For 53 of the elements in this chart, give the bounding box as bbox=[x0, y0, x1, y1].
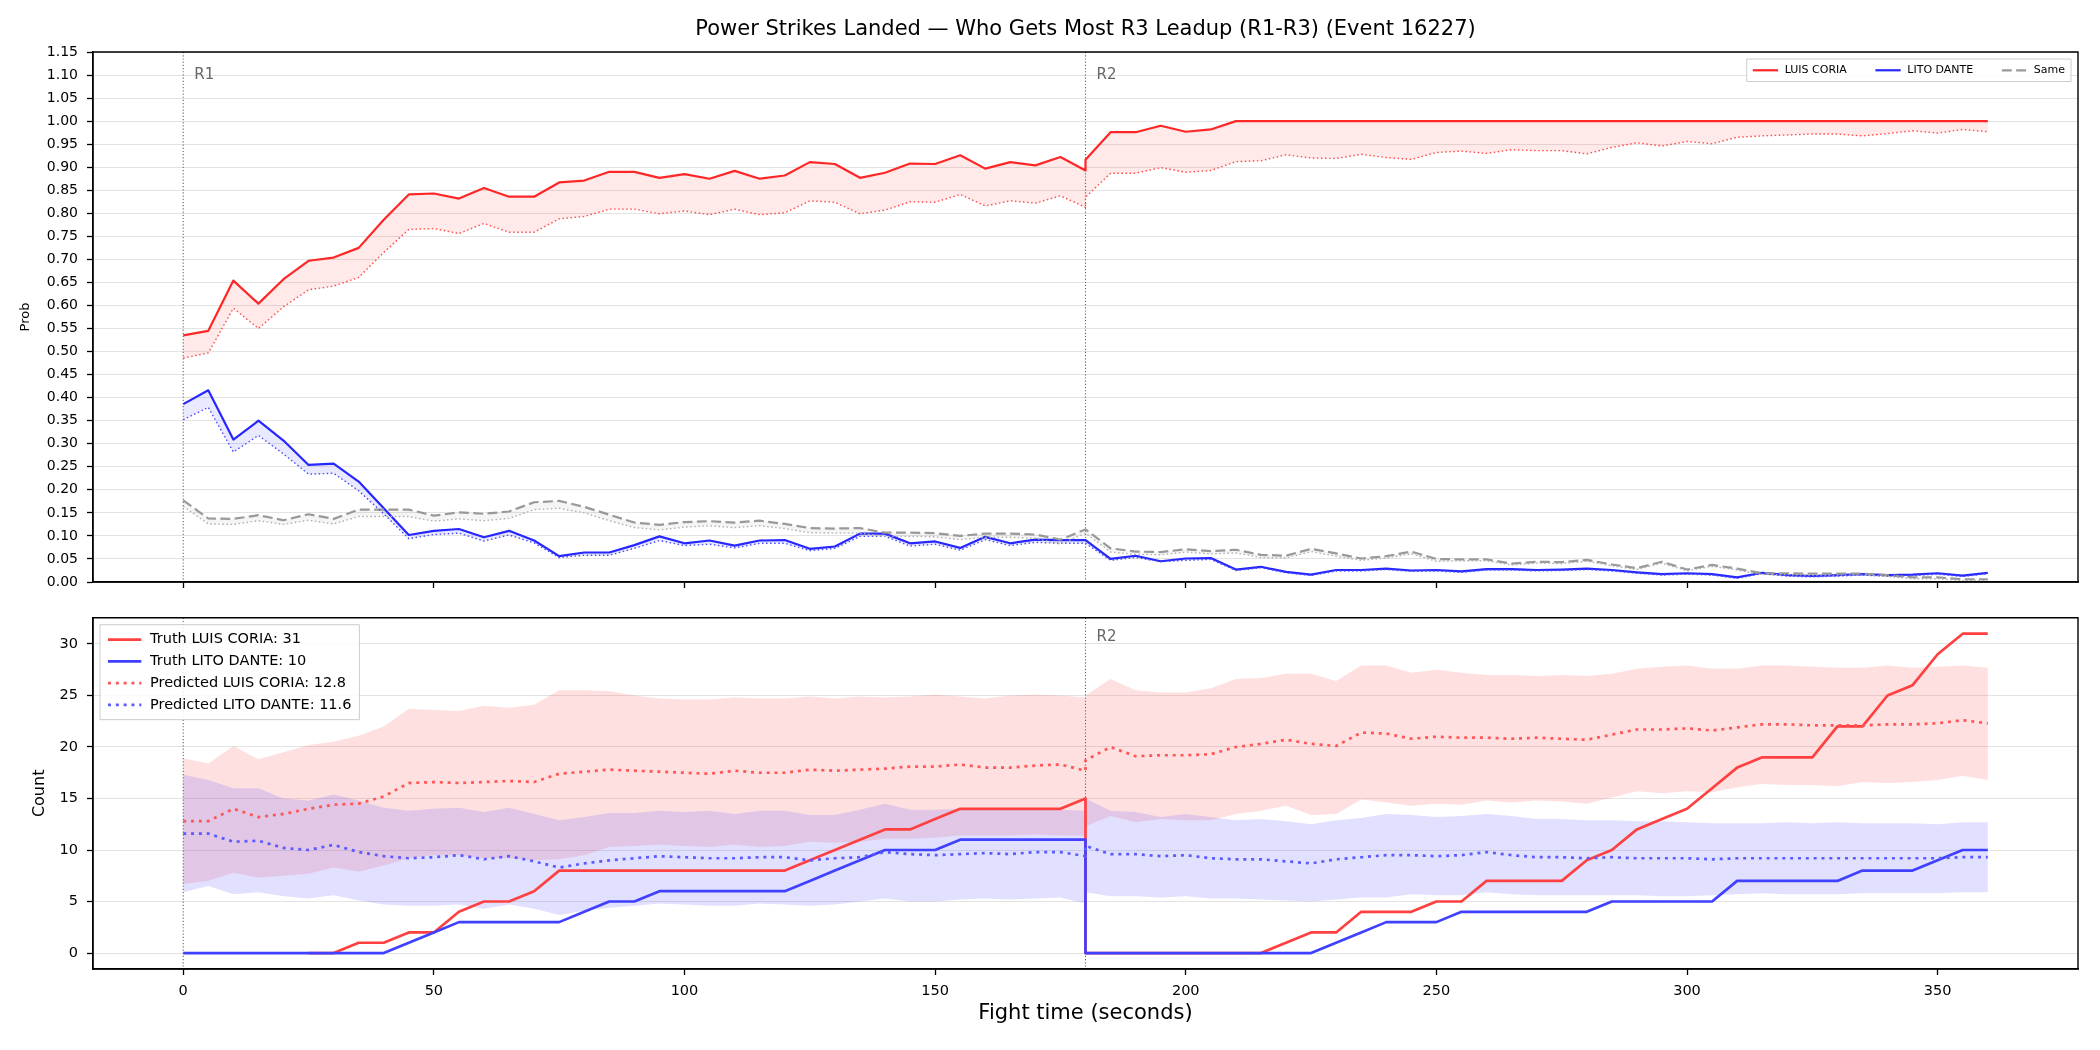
y-tick-label: 30 bbox=[59, 634, 78, 651]
y-tick-label: 0.10 bbox=[46, 526, 78, 543]
y-tick-label: 0.65 bbox=[46, 273, 78, 290]
x-tick-label: 0 bbox=[178, 982, 188, 999]
y-tick-label: 0.35 bbox=[46, 411, 78, 428]
x-tick-label: 50 bbox=[424, 982, 444, 999]
y-tick-label: 0.00 bbox=[46, 572, 78, 589]
x-axis-title: Fight time (seconds) bbox=[978, 1000, 1193, 1025]
y-tick-label: 0.90 bbox=[46, 157, 78, 174]
y-tick-label: 0.80 bbox=[46, 203, 78, 220]
x-tick-label: 150 bbox=[921, 982, 949, 999]
y-tick-label: 0.95 bbox=[46, 134, 78, 151]
y-tick-label: 0.40 bbox=[46, 388, 78, 405]
chart-title: Power Strikes Landed — Who Gets Most R3 Leadup (R1-R3) (Event 16227) bbox=[695, 16, 1476, 41]
y-tick-label: 0.70 bbox=[46, 250, 78, 267]
y-tick-label: 0.15 bbox=[46, 503, 78, 520]
legend-label: Predicted LUIS CORIA: 12.8 bbox=[150, 673, 347, 690]
ref-line-label: R2 bbox=[1096, 64, 1117, 83]
y-tick-label: 0.75 bbox=[46, 226, 78, 243]
y-tick-label: 0.20 bbox=[46, 480, 78, 497]
y-tick-label: 1.10 bbox=[46, 65, 78, 82]
y-tick-label: 0.45 bbox=[46, 365, 78, 382]
legend-label: Truth LUIS CORIA: 31 bbox=[149, 630, 301, 647]
legend-label: Predicted LITO DANTE: 11.6 bbox=[150, 695, 352, 712]
y-tick-label: 0.25 bbox=[46, 457, 78, 474]
ref-line-label: R2 bbox=[1096, 626, 1117, 645]
y-tick-label: 25 bbox=[59, 686, 78, 703]
y-tick-label: 0.05 bbox=[46, 549, 78, 566]
x-tick-label: 250 bbox=[1422, 982, 1451, 999]
y-tick-label: 0.50 bbox=[46, 342, 78, 359]
legend-label: Truth LITO DANTE: 10 bbox=[149, 652, 307, 669]
ref-line-label: R1 bbox=[194, 64, 215, 83]
y-tick-label: 20 bbox=[59, 737, 78, 754]
y-axis-title: Count bbox=[29, 769, 49, 818]
y-tick-label: 1.05 bbox=[46, 88, 78, 105]
y-tick-label: 15 bbox=[59, 789, 78, 806]
x-tick-label: 200 bbox=[1171, 982, 1200, 999]
x-tick-label: 300 bbox=[1673, 982, 1701, 999]
y-tick-label: 1.15 bbox=[46, 42, 78, 59]
y-tick-label: 0.30 bbox=[46, 434, 78, 451]
y-tick-label: 5 bbox=[68, 892, 78, 909]
y-tick-label: 10 bbox=[59, 840, 78, 857]
x-tick-label: 350 bbox=[1923, 982, 1952, 999]
legend-label: Same bbox=[2033, 63, 2066, 77]
y-tick-label: 0 bbox=[68, 943, 78, 960]
legend-label: LITO DANTE bbox=[1907, 63, 1974, 77]
y-tick-label: 0.55 bbox=[46, 319, 78, 336]
legend-label: LUIS CORIA bbox=[1784, 63, 1848, 77]
y-tick-label: 0.85 bbox=[46, 180, 78, 197]
y-tick-label: 1.00 bbox=[46, 111, 78, 128]
x-tick-label: 100 bbox=[670, 982, 699, 999]
y-axis-title: Prob bbox=[17, 302, 33, 332]
y-tick-label: 0.60 bbox=[46, 296, 78, 313]
